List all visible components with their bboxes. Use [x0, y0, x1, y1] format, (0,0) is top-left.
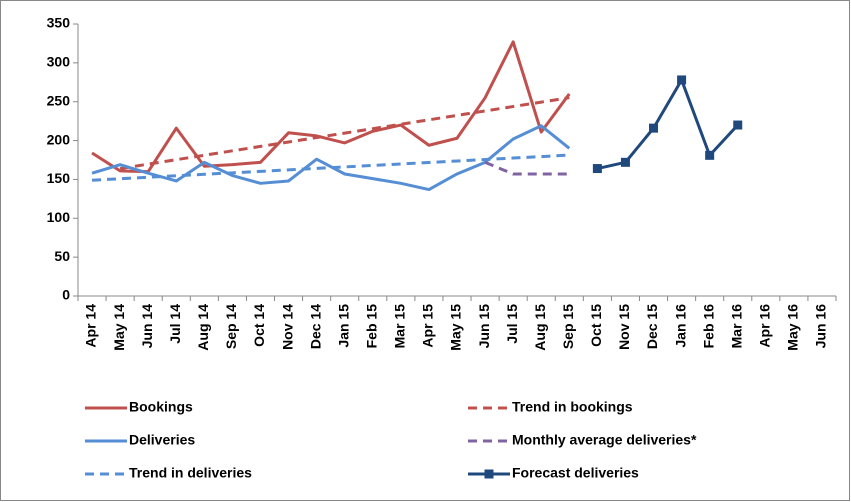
marker [620, 157, 630, 167]
x-tick-label: Jul 15 [504, 304, 520, 344]
x-tick-label: Oct 15 [588, 304, 604, 347]
legend-label: Trend in bookings [512, 399, 633, 415]
x-tick-label: Dec 14 [307, 304, 323, 349]
legend-label: Deliveries [129, 432, 195, 448]
series-line [91, 40, 571, 174]
marker [677, 75, 687, 85]
y-tick-label: 200 [47, 131, 71, 147]
x-tick-label: May 16 [785, 304, 801, 351]
series-line [119, 96, 570, 171]
x-tick-label: Jan 15 [335, 304, 351, 348]
x-tick-label: Jan 16 [672, 304, 688, 348]
legend-label: Bookings [129, 399, 193, 415]
y-tick-label: 150 [47, 170, 71, 186]
x-tick-label: Mar 15 [392, 304, 408, 349]
x-tick-label: May 15 [448, 304, 464, 351]
y-tick-label: 350 [47, 15, 71, 31]
series-line [597, 78, 739, 171]
x-tick-label: Feb 15 [363, 304, 379, 349]
x-tick-label: Feb 16 [700, 304, 716, 349]
legend-label: Trend in deliveries [129, 465, 252, 481]
y-tick-label: 0 [62, 287, 70, 303]
x-tick-label: Apr 15 [420, 304, 436, 348]
x-tick-label: Jun 16 [813, 304, 829, 349]
x-tick-label: Dec 15 [644, 304, 660, 349]
x-tick-label: Apr 16 [757, 304, 773, 348]
marker [733, 120, 743, 130]
x-tick-label: Jun 15 [476, 304, 492, 349]
x-tick-label: Nov 14 [279, 304, 295, 350]
y-tick-label: 250 [47, 92, 71, 108]
series-line [91, 153, 570, 182]
series-line [484, 160, 570, 176]
marker [592, 164, 602, 174]
x-tick-label: Nov 15 [616, 304, 632, 350]
x-tick-label: Jul 14 [167, 304, 183, 344]
x-tick-label: Aug 15 [532, 304, 548, 351]
marker [705, 150, 715, 160]
x-tick-label: Oct 14 [251, 304, 267, 347]
y-tick-label: 300 [47, 54, 71, 70]
legend-label: Forecast deliveries [512, 465, 639, 481]
x-tick-label: Aug 14 [195, 304, 211, 351]
legend-marker [484, 469, 494, 479]
x-tick-label: Sep 14 [223, 304, 239, 349]
marker [649, 123, 659, 133]
y-tick-label: 50 [54, 248, 70, 264]
x-tick-label: Apr 14 [83, 304, 99, 348]
x-tick-label: Jun 14 [139, 304, 155, 349]
x-tick-label: Sep 15 [560, 304, 576, 349]
x-tick-label: Mar 16 [728, 304, 744, 349]
y-tick-label: 100 [47, 209, 71, 225]
x-tick-label: May 14 [111, 304, 127, 351]
legend-label: Monthly average deliveries* [512, 432, 697, 448]
